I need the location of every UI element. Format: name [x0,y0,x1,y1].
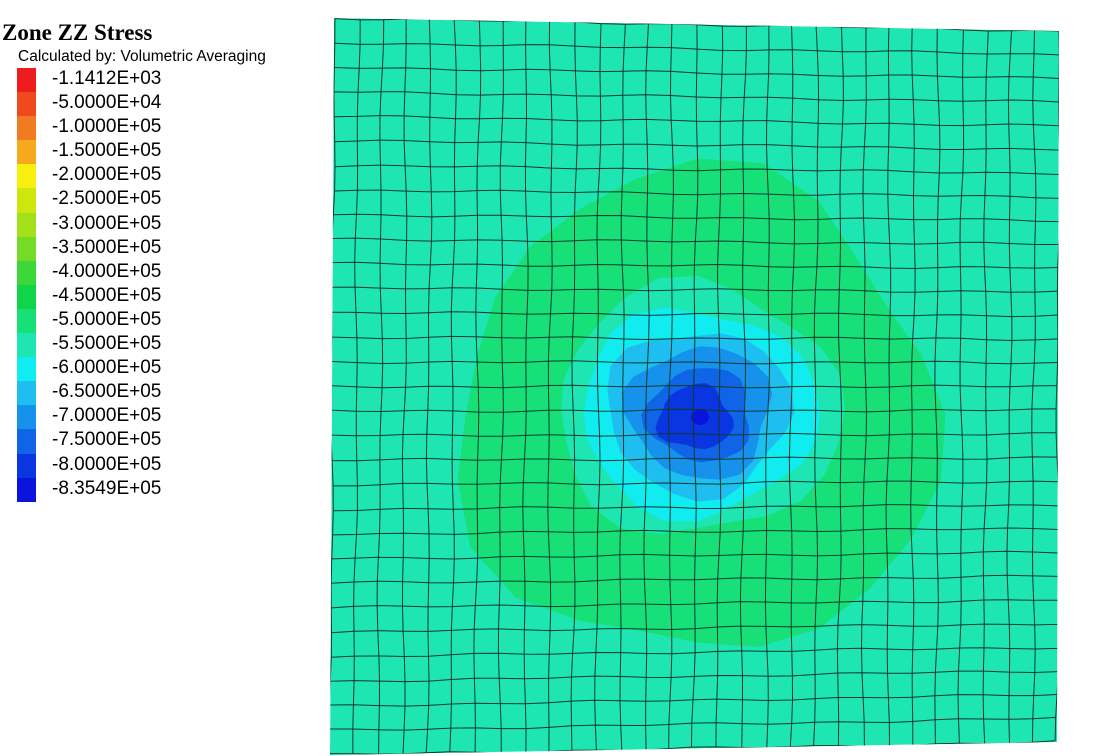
mesh-grid [330,18,1059,755]
stress-contours [457,158,946,647]
legend-subtitle: Calculated by: Volumetric Averaging [18,48,266,65]
contour-band [691,409,709,425]
mesh-line [330,670,1059,683]
legend-label: -2.0000E+05 [52,164,162,186]
legend-label: -5.0000E+05 [52,308,162,330]
legend-label: -4.5000E+05 [52,284,162,306]
legend-swatch [17,357,36,382]
legend-label: -8.0000E+05 [52,453,162,475]
legend-swatch [17,140,36,165]
legend-swatch [17,92,36,117]
legend-label: -1.1412E+03 [52,68,162,89]
mesh-line [331,647,1059,658]
mesh-line [330,716,1056,731]
legend-swatch [17,405,36,430]
legend-swatch [17,453,36,478]
legend-label: -8.3549E+05 [52,477,162,499]
mesh-line [1031,30,1037,743]
mesh-line [957,29,965,744]
legend-label: -5.0000E+04 [52,92,162,114]
mesh-line [1006,30,1013,744]
legend-label: -2.5000E+05 [52,188,162,210]
legend-swatch [17,308,36,334]
legend-label: -6.0000E+05 [52,357,162,379]
legend-swatch [17,212,36,237]
legend-label: -3.5000E+05 [52,236,162,258]
legend-swatch [17,188,36,213]
legend-label: -1.0000E+05 [52,116,162,138]
legend-swatch [17,381,36,406]
legend-title: Zone ZZ Stress [2,20,153,45]
legend-label: -7.5000E+05 [52,429,162,451]
legend-color-bar [17,68,36,502]
legend-swatch [17,116,36,141]
legend-swatch [17,236,36,261]
color-legend: Zone ZZ Stress Calculated by: Volumetric… [0,0,320,520]
legend-swatch [17,284,36,309]
legend-swatch [17,164,36,189]
legend-swatch [17,333,36,358]
legend-swatch [17,477,36,502]
legend-swatch [17,68,36,93]
legend-label: -7.0000E+05 [52,405,162,427]
legend-label: -6.5000E+05 [52,381,162,403]
mesh-line [330,740,1056,755]
legend-swatch [17,429,36,454]
mesh-line [982,30,989,744]
mesh-line [330,694,1058,707]
mesh-line [331,623,1059,634]
legend-label: -1.5000E+05 [52,140,162,162]
legend-label: -4.0000E+05 [52,260,162,282]
legend-label: -5.5000E+05 [52,333,162,355]
legend-label: -3.0000E+05 [52,212,162,234]
legend-labels: -1.1412E+03 -5.0000E+04 -1.0000E+05 -1.5000… [52,67,161,501]
legend-swatch [17,260,36,285]
